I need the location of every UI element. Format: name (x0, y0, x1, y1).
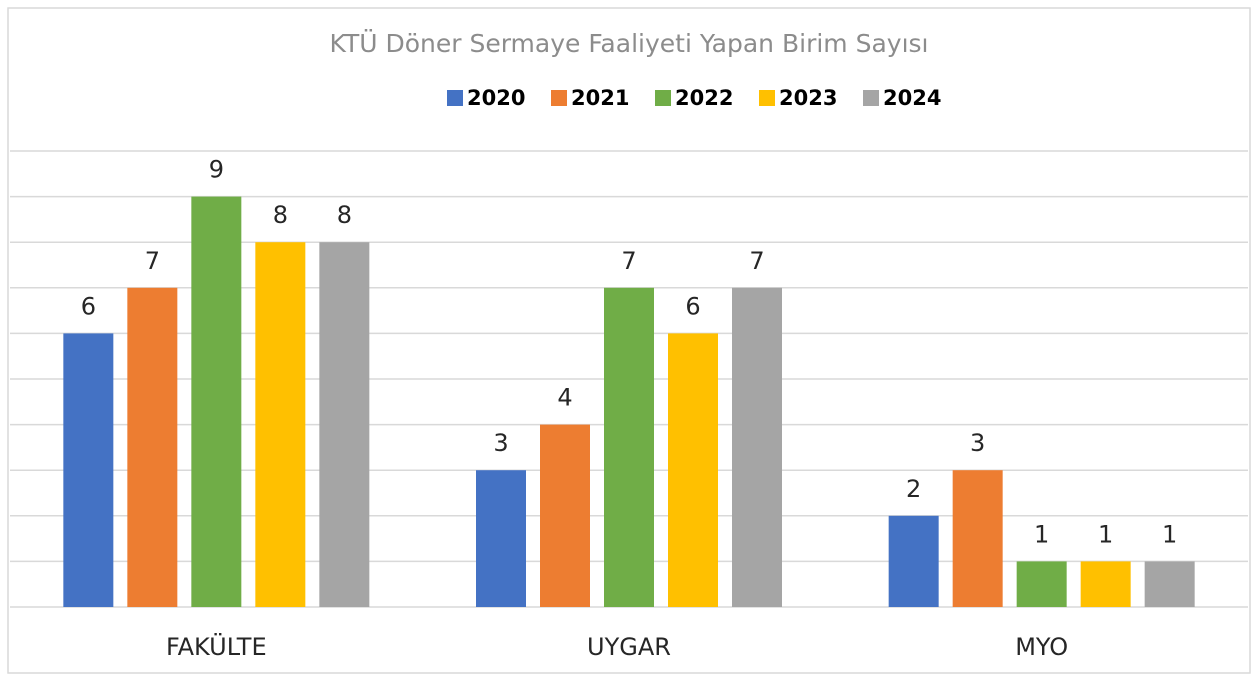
bar (1016, 561, 1067, 607)
bar (63, 333, 114, 607)
data-label: 6 (685, 292, 700, 320)
x-tick-label: MYO (1015, 633, 1068, 661)
x-tick-label: FAKÜLTE (166, 632, 267, 661)
bar (191, 196, 242, 607)
legend-label: 2024 (883, 86, 941, 110)
bar (1080, 561, 1131, 607)
legend-label: 2023 (779, 86, 837, 110)
bar (732, 287, 782, 607)
data-label: 8 (337, 201, 352, 229)
data-label: 6 (81, 292, 96, 320)
data-label: 8 (273, 201, 288, 229)
bar (888, 515, 939, 607)
legend-label: 2021 (571, 86, 629, 110)
legend-label: 2022 (675, 86, 733, 110)
chart-title: KTÜ Döner Sermaye Faaliyeti Yapan Birim … (330, 29, 929, 58)
bar (668, 333, 718, 607)
data-label: 7 (145, 247, 160, 275)
data-label: 1 (1098, 520, 1113, 548)
data-label: 3 (493, 429, 508, 457)
legend-swatch (759, 90, 775, 106)
bar (952, 470, 1003, 607)
legend-swatch (447, 90, 463, 106)
data-label: 2 (906, 475, 921, 503)
bar (540, 424, 590, 607)
bar (604, 287, 654, 607)
data-label: 4 (557, 384, 572, 412)
data-label: 9 (209, 156, 224, 184)
legend-swatch (863, 90, 879, 106)
legend-swatch (655, 90, 671, 106)
data-label: 7 (621, 247, 636, 275)
data-label: 7 (749, 247, 764, 275)
bar (255, 242, 306, 607)
bar (476, 470, 526, 607)
legend-label: 2020 (467, 86, 525, 110)
bar (1144, 561, 1195, 607)
data-label: 1 (1034, 520, 1049, 548)
bar (319, 242, 370, 607)
bar (127, 287, 178, 607)
legend-swatch (551, 90, 567, 106)
data-label: 3 (970, 429, 985, 457)
data-label: 1 (1162, 520, 1177, 548)
x-tick-label: UYGAR (587, 633, 671, 661)
